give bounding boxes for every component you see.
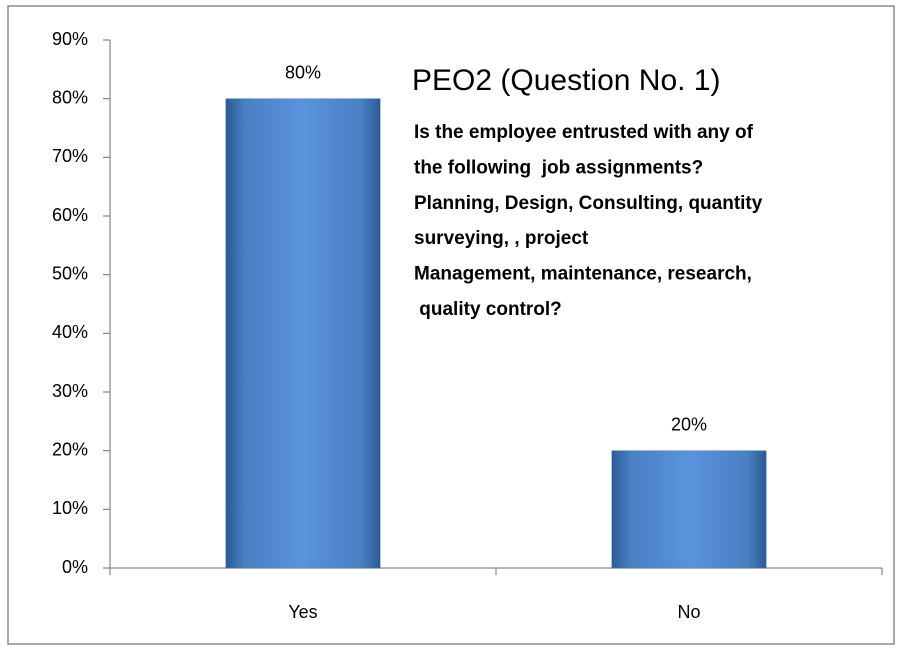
value-label: 20%: [671, 414, 707, 434]
y-tick-label: 80%: [52, 87, 88, 107]
y-tick-label: 70%: [52, 146, 88, 166]
bar: [611, 450, 767, 569]
subtitle-line: Is the employee entrusted with any of: [414, 122, 754, 143]
y-tick-label: 20%: [52, 439, 88, 459]
value-label: 80%: [285, 62, 321, 82]
subtitle-line: Management, maintenance, research,: [414, 264, 752, 285]
y-tick-label: 30%: [52, 381, 88, 401]
y-tick-label: 50%: [52, 263, 88, 283]
y-tick-label: 40%: [52, 322, 88, 342]
y-tick-label: 90%: [52, 29, 88, 49]
y-tick-label: 0%: [62, 557, 88, 577]
subtitle-line: quality control?: [414, 299, 562, 320]
subtitle-line: surveying, , project: [414, 228, 589, 249]
subtitle-line: the following job assignments?: [414, 157, 703, 178]
bar: [225, 98, 381, 569]
x-tick-label: No: [677, 602, 700, 622]
subtitle-line: Planning, Design, Consulting, quantity: [414, 193, 763, 214]
chart-title: PEO2 (Question No. 1): [412, 64, 720, 97]
y-tick-label: 10%: [52, 498, 88, 518]
x-tick-label: Yes: [288, 602, 317, 622]
y-tick-label: 60%: [52, 205, 88, 225]
